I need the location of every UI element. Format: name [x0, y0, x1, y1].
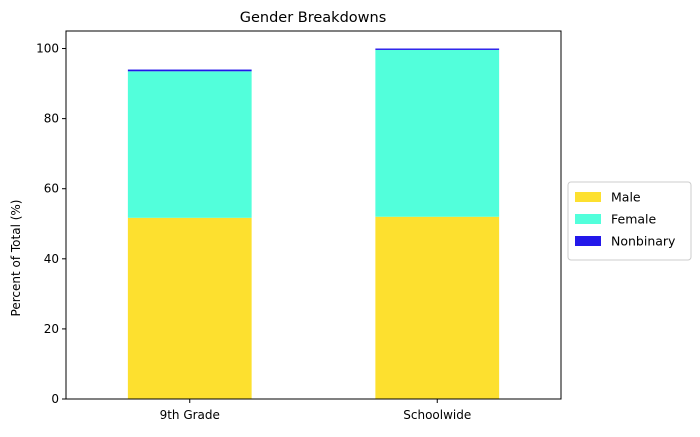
- bar-nonbinary-2: [375, 48, 500, 50]
- bar-male-1: [127, 217, 252, 399]
- x-tick-label: Schoolwide: [403, 408, 471, 422]
- legend-label-nonbinary: Nonbinary: [611, 234, 676, 249]
- legend-swatch-female: [575, 214, 601, 224]
- bars-group: [127, 48, 500, 399]
- bar-male-2: [375, 216, 500, 399]
- legend-label-female: Female: [611, 212, 657, 227]
- legend-swatch-male: [575, 192, 601, 202]
- legend: Male Female Nonbinary: [567, 181, 692, 261]
- bar-female-1: [127, 71, 252, 218]
- bar-nonbinary-1: [127, 69, 252, 72]
- legend-swatch-nonbinary: [575, 236, 601, 246]
- y-tick-label: 40: [44, 252, 59, 266]
- y-axis-ticks: 0 20 40 60 80 100: [36, 42, 66, 406]
- x-tick-label: 9th Grade: [160, 408, 220, 422]
- legend-label-male: Male: [611, 190, 641, 205]
- y-tick-label: 100: [36, 42, 59, 56]
- y-tick-label: 20: [44, 322, 59, 336]
- y-tick-label: 0: [51, 392, 59, 406]
- chart-title: Gender Breakdowns: [240, 10, 387, 26]
- y-tick-label: 80: [44, 112, 59, 126]
- y-axis-label: Percent of Total (%): [9, 200, 23, 317]
- plot-area-frame: [65, 30, 562, 400]
- y-tick-label: 60: [44, 182, 59, 196]
- x-axis-ticks: 9th Grade Schoolwide: [160, 399, 471, 422]
- bar-female-2: [375, 49, 500, 217]
